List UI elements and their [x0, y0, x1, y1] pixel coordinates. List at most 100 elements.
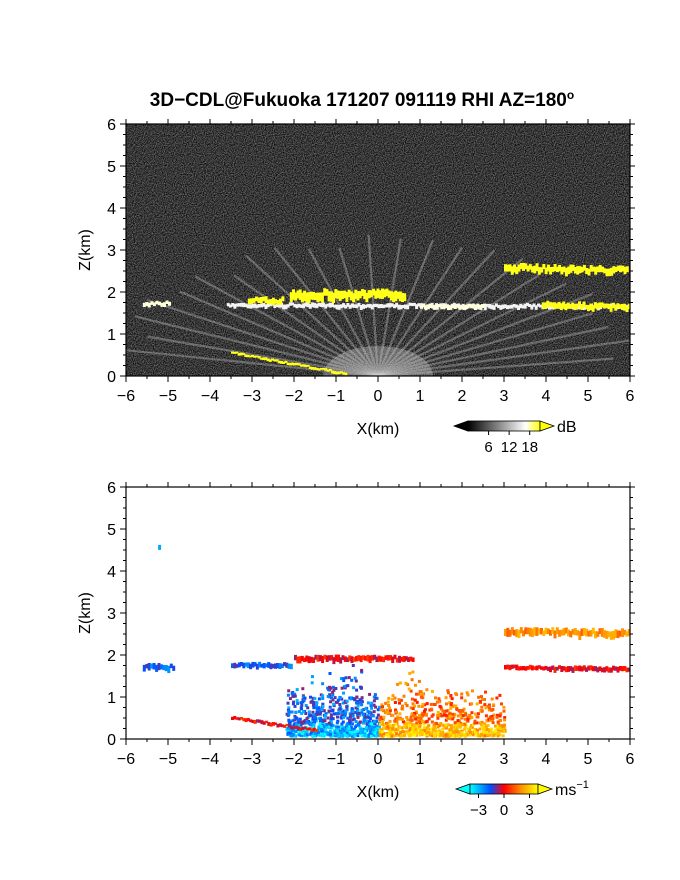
velocity-cell — [360, 708, 364, 712]
backscatter-cell — [233, 303, 237, 309]
backscatter-cell — [284, 304, 288, 310]
backscatter-cell — [614, 267, 618, 272]
velocity-cell — [531, 628, 534, 637]
velocity-cell — [483, 734, 487, 738]
velocity-cell — [295, 729, 299, 733]
backscatter-cell — [515, 266, 519, 275]
velocity-cell — [370, 706, 374, 710]
fan-beam — [377, 357, 614, 376]
backscatter-cell — [562, 266, 566, 273]
velocity-cell — [295, 699, 299, 703]
velocity-cell — [303, 657, 306, 663]
velocity-cell — [309, 731, 313, 735]
backscatter-cell — [333, 304, 337, 308]
velocity-cell — [331, 734, 335, 737]
x-axis-label: X(km) — [357, 784, 400, 801]
velocity-cell — [312, 703, 316, 707]
velocity-cell — [386, 723, 390, 726]
velocity-cell — [465, 691, 469, 695]
velocity-cell — [474, 731, 478, 735]
velocity-cell — [496, 734, 500, 738]
backscatter-cell — [266, 358, 270, 362]
velocity-cell — [490, 727, 493, 731]
velocity-cell — [255, 663, 259, 670]
velocity-cell — [469, 733, 472, 737]
velocity-cell — [365, 719, 368, 723]
backscatter-cell — [336, 290, 340, 299]
velocity-cell — [335, 721, 339, 725]
velocity-cell — [290, 710, 294, 714]
backscatter-cell — [449, 305, 453, 310]
velocity-cell — [503, 718, 507, 722]
backscatter-cell — [593, 302, 597, 309]
velocity-cell — [291, 733, 295, 737]
velocity-cell — [409, 706, 413, 710]
velocity-cell — [287, 663, 291, 669]
velocity-cell — [461, 714, 465, 717]
backscatter-cell — [255, 296, 258, 302]
velocity-cell — [283, 662, 286, 667]
backscatter-cell — [616, 265, 620, 271]
backscatter-cell — [266, 302, 270, 308]
velocity-cell — [315, 729, 318, 732]
fan-beam — [377, 325, 609, 376]
colorbar-tick-label: 12 — [501, 439, 518, 456]
velocity-cell — [244, 718, 248, 723]
velocity-cell — [293, 734, 297, 738]
velocity-cell — [363, 712, 367, 716]
velocity-cell — [331, 724, 335, 727]
velocity-cell — [339, 657, 343, 664]
velocity-cell — [542, 630, 546, 636]
velocity-cell — [468, 716, 472, 720]
velocity-cell — [562, 628, 566, 636]
velocity-cell — [434, 696, 437, 700]
velocity-cell — [329, 713, 333, 717]
velocity-cell — [280, 663, 284, 669]
velocity-cell — [409, 656, 413, 662]
velocity-cell — [301, 687, 305, 691]
velocity-cell — [401, 717, 404, 721]
backscatter-cell — [598, 302, 602, 308]
velocity-cell — [299, 727, 303, 731]
velocity-cell — [152, 663, 156, 670]
velocity-speck — [158, 544, 162, 550]
velocity-cell — [490, 708, 494, 712]
panel-frame — [125, 486, 631, 740]
x-tick-label: 5 — [584, 388, 593, 405]
velocity-cell — [549, 666, 552, 673]
velocity-cell — [576, 666, 579, 671]
backscatter-cell — [279, 361, 283, 364]
velocity-cell — [451, 730, 455, 734]
velocity-cell — [517, 666, 521, 671]
velocity-cell — [309, 695, 312, 699]
velocity-cell — [388, 711, 392, 715]
velocity-cell — [320, 708, 324, 712]
x-tick-label: −1 — [327, 388, 345, 405]
velocity-cell — [327, 733, 331, 737]
velocity-cell — [352, 727, 356, 731]
velocity-cell — [607, 667, 611, 673]
velocity-cell — [404, 722, 408, 726]
velocity-cell — [325, 723, 329, 726]
velocity-cell — [240, 662, 243, 667]
backscatter-cell — [338, 291, 342, 301]
velocity-cell — [495, 696, 499, 700]
backscatter-cell — [553, 302, 557, 309]
x-tick-label: 3 — [500, 751, 509, 768]
backscatter-cell — [542, 264, 546, 270]
velocity-cell — [360, 711, 364, 715]
velocity-cell — [368, 730, 372, 734]
velocity-cell — [350, 696, 353, 700]
velocity-cell — [542, 666, 546, 671]
velocity-cell — [366, 654, 370, 662]
velocity-cell — [286, 726, 290, 730]
velocity-cell — [370, 655, 374, 661]
velocity-cell — [323, 719, 327, 723]
velocity-cell — [145, 663, 149, 669]
backscatter-cell — [474, 305, 477, 310]
x-tick-label: 5 — [584, 751, 593, 768]
backscatter-cell — [575, 303, 579, 310]
backscatter-cell — [378, 290, 382, 299]
x-tick-label: −3 — [243, 388, 261, 405]
velocity-cell — [420, 705, 424, 708]
